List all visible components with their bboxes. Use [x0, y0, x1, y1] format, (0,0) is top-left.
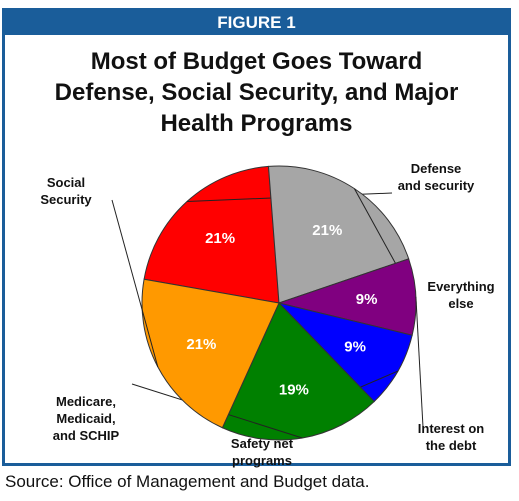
slice-value-label: 9%: [356, 291, 378, 308]
chart-title: Most of Budget Goes Toward Defense, Soci…: [5, 46, 508, 139]
leader-line: [111, 199, 159, 368]
slice-category-label: Interest on the debt: [418, 421, 485, 453]
slice-category-label: Safety net programs: [231, 436, 294, 468]
source-note: Source: Office of Management and Budget …: [5, 472, 370, 491]
slice-value-label: 9%: [344, 339, 366, 356]
figure-frame: FIGURE 1 Most of Budget Goes Toward Defe…: [2, 8, 511, 466]
figure-label: FIGURE 1: [5, 11, 508, 35]
slice-value-label: 21%: [312, 222, 342, 239]
chart-title-line-3: Health Programs: [160, 110, 353, 137]
slice-category-label: Medicare, Medicaid, and SCHIP: [53, 394, 120, 443]
slice-category-label: Everything else: [427, 279, 494, 311]
leader-line: [415, 296, 424, 428]
slice-value-label: 21%: [186, 336, 216, 353]
slice-category-label: Defense and security: [398, 161, 475, 193]
chart-title-line-2: Defense, Social Security, and Major: [54, 79, 459, 106]
slice-category-label: Social Security: [40, 175, 92, 207]
chart-title-line-1: Most of Budget Goes Toward: [90, 48, 423, 75]
slice-value-label: 19%: [279, 381, 309, 398]
slice-value-label: 21%: [205, 230, 235, 247]
